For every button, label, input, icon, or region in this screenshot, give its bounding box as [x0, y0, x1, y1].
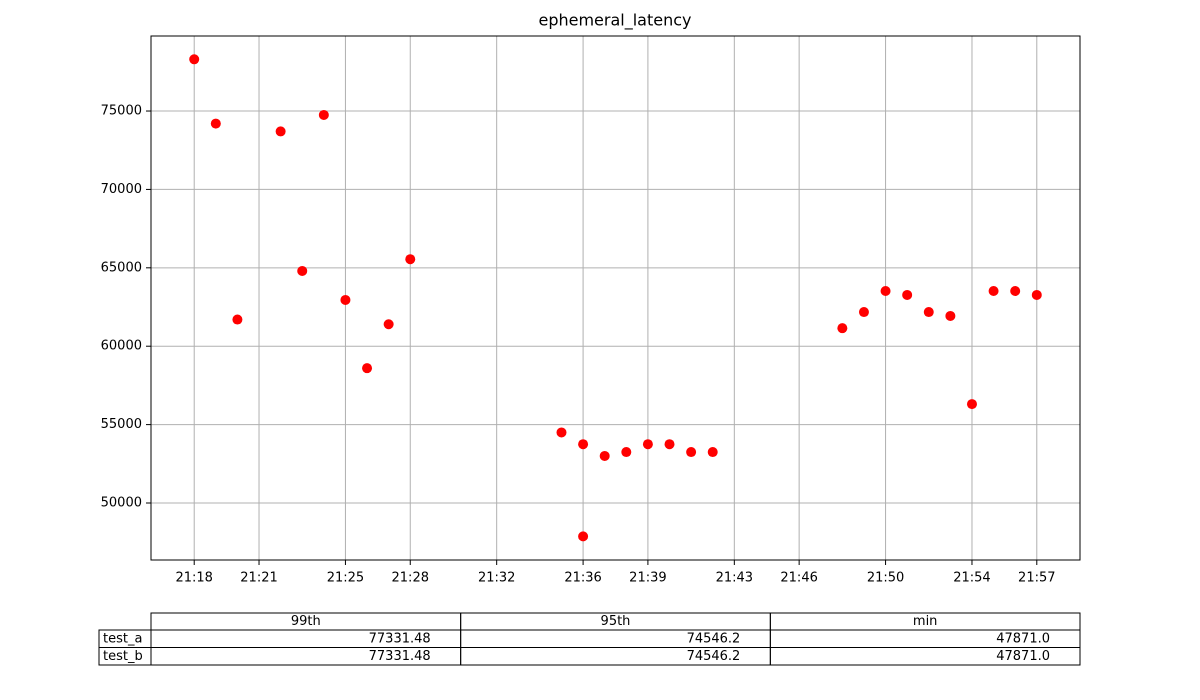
chart-title: ephemeral_latency — [538, 11, 691, 31]
y-tick-label: 55000 — [101, 417, 142, 432]
column-header: 99th — [291, 614, 321, 629]
y-tick-label: 60000 — [101, 339, 142, 354]
point — [988, 286, 999, 297]
column-header: 95th — [601, 614, 631, 629]
x-tick-label: 21:43 — [716, 571, 753, 586]
point — [362, 363, 373, 374]
point — [664, 439, 675, 450]
point — [923, 307, 934, 318]
column-header: min — [913, 614, 938, 629]
point — [189, 54, 200, 65]
x-tick-label: 21:25 — [327, 571, 364, 586]
point — [966, 399, 977, 410]
point — [880, 286, 891, 297]
point — [275, 126, 286, 137]
table-value: 47871.0 — [996, 649, 1050, 664]
x-tick-label: 21:57 — [1018, 571, 1055, 586]
row-label: test_a — [103, 631, 142, 646]
point — [902, 289, 913, 300]
point — [405, 254, 416, 265]
x-tick-label: 21:46 — [780, 571, 817, 586]
point — [686, 447, 697, 458]
x-tick-label: 21:28 — [392, 571, 429, 586]
plot-frame — [150, 35, 1081, 561]
table-cell — [769, 647, 1081, 666]
point — [642, 439, 653, 450]
point — [340, 294, 351, 305]
point — [210, 118, 221, 129]
table-value: 47871.0 — [996, 631, 1050, 646]
table-value: 74546.2 — [687, 649, 741, 664]
x-tick-label: 21:39 — [629, 571, 666, 586]
x-tick-label: 21:36 — [564, 571, 601, 586]
point — [318, 109, 329, 120]
point — [578, 439, 589, 450]
x-tick-label: 21:21 — [240, 571, 277, 586]
row-label: test_b — [103, 649, 143, 664]
x-tick-label: 21:54 — [953, 571, 990, 586]
y-tick-label: 70000 — [101, 182, 142, 197]
point — [945, 310, 956, 321]
y-tick-label: 75000 — [101, 104, 142, 119]
point — [578, 531, 589, 542]
point — [621, 447, 632, 458]
point — [232, 314, 243, 325]
table-value: 77331.48 — [369, 649, 431, 664]
y-tick-label: 50000 — [101, 496, 142, 511]
point — [556, 427, 567, 438]
table-value: 74546.2 — [687, 631, 741, 646]
point — [1010, 286, 1021, 297]
point — [383, 319, 394, 330]
x-tick-label: 21:18 — [175, 571, 212, 586]
y-tick-label: 65000 — [101, 260, 142, 275]
point — [837, 323, 848, 334]
x-tick-label: 21:50 — [867, 571, 904, 586]
table-value: 77331.48 — [369, 631, 431, 646]
point — [297, 265, 308, 276]
point — [1031, 289, 1042, 300]
point — [707, 447, 718, 458]
point — [858, 307, 869, 318]
x-tick-label: 21:32 — [478, 571, 515, 586]
point — [599, 450, 610, 461]
